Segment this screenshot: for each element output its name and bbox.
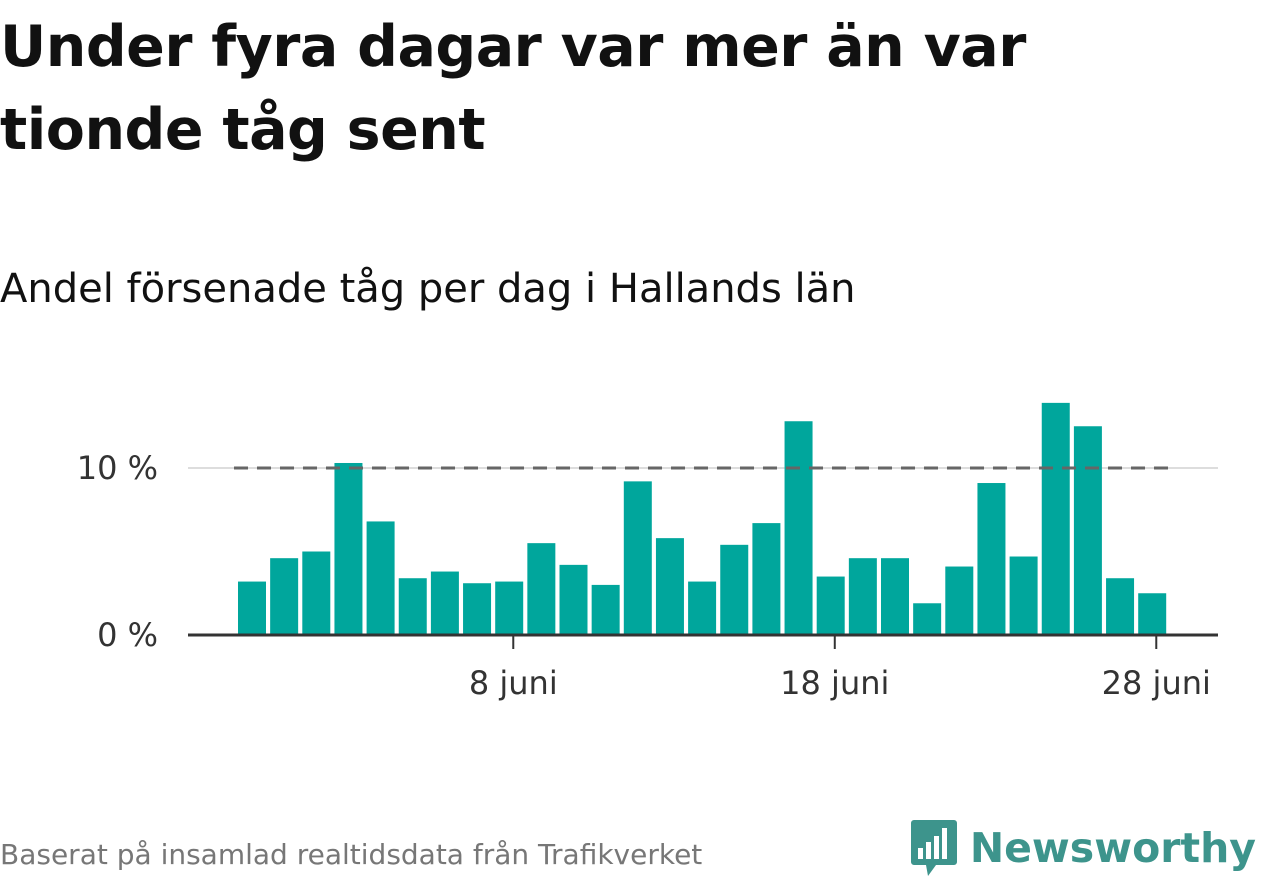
- bar: [430, 571, 459, 635]
- bar: [559, 564, 588, 635]
- bar: [1073, 426, 1102, 635]
- x-tick-label: 8 juni: [469, 664, 558, 702]
- bar: [720, 544, 749, 635]
- bar: [238, 581, 266, 635]
- bar: [1009, 556, 1038, 635]
- bar: [784, 421, 813, 635]
- bar: [527, 543, 556, 635]
- bar: [591, 584, 620, 635]
- axis-layer: 0 % 10 % 8 juni 18 juni 28 juni: [77, 449, 1218, 702]
- bar: [1041, 402, 1070, 635]
- bar: [977, 483, 1006, 635]
- bar: [302, 551, 331, 635]
- bar: [270, 558, 299, 635]
- bar: [655, 538, 684, 635]
- bar: [688, 581, 717, 635]
- bar: [463, 583, 492, 635]
- x-tick-label: 28 juni: [1102, 664, 1211, 702]
- bar: [366, 521, 395, 635]
- newsworthy-logo-icon: [910, 820, 957, 876]
- bar: [816, 576, 845, 635]
- brand-logo: Newsworthy: [910, 818, 1256, 878]
- bar: [945, 566, 974, 635]
- source-note: Baserat på insamlad realtidsdata från Tr…: [0, 838, 703, 871]
- bar: [1138, 593, 1167, 635]
- bars-layer: [238, 402, 1167, 635]
- bar: [752, 523, 781, 635]
- x-tick-label: 18 juni: [780, 664, 889, 702]
- bar: [398, 578, 427, 635]
- bar: [1106, 578, 1135, 635]
- bar: [495, 581, 524, 635]
- bar: [848, 558, 877, 635]
- bar: [913, 603, 942, 635]
- bar: [881, 558, 909, 635]
- brand-name: Newsworthy: [969, 824, 1256, 872]
- chart-subtitle: Andel försenade tåg per dag i Hallands l…: [0, 266, 856, 312]
- chart-title: Under fyra dagar var mer än var tionde t…: [0, 14, 1026, 163]
- y-tick-label: 10 %: [77, 449, 158, 487]
- bar: [623, 481, 652, 635]
- y-tick-label: 0 %: [97, 616, 158, 654]
- bar: [334, 462, 363, 635]
